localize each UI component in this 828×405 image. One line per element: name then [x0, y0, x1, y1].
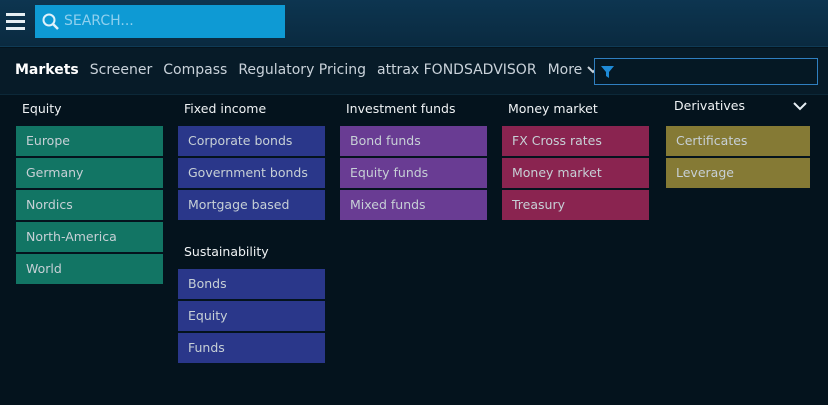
menu-tile[interactable]: Mixed funds	[340, 190, 487, 220]
nav-item[interactable]: Regulatory Pricing	[238, 62, 366, 78]
group-title: Money market	[508, 101, 598, 116]
group-title: Sustainability	[184, 244, 269, 259]
filter-icon	[601, 66, 614, 78]
menu-tile[interactable]: Bond funds	[340, 126, 487, 156]
nav-bar: Markets Screener Compass Regulatory Pricing…	[0, 48, 828, 95]
collapse-chevron[interactable]	[793, 101, 807, 111]
nav-list: Markets Screener Compass Regulatory Pricing…	[15, 62, 599, 78]
nav-item[interactable]: attrax FONDSADVISOR	[377, 62, 537, 78]
menu-tile[interactable]: Bonds	[178, 269, 325, 299]
menu-tile[interactable]: Nordics	[16, 190, 163, 220]
group-title: Investment funds	[346, 101, 456, 116]
nav-more[interactable]: More	[548, 62, 600, 78]
search-icon	[42, 13, 59, 30]
menu-tile[interactable]: Treasury	[502, 190, 649, 220]
search-box[interactable]: SEARCH...	[35, 5, 285, 38]
group-title: Equity	[22, 101, 62, 116]
group-title: Derivatives	[674, 98, 745, 113]
menu-tile[interactable]: Mortgage based	[178, 190, 325, 220]
menu-tile[interactable]: Europe	[16, 126, 163, 156]
menu-tile[interactable]: Equity funds	[340, 158, 487, 188]
menu-tile[interactable]: Money market	[502, 158, 649, 188]
menu-tile[interactable]: Equity	[178, 301, 325, 331]
menu-tile[interactable]: World	[16, 254, 163, 284]
menu-icon[interactable]	[6, 12, 28, 32]
menu-tile[interactable]: Funds	[178, 333, 325, 363]
menu-tile[interactable]: Germany	[16, 158, 163, 188]
menu-tile[interactable]: Corporate bonds	[178, 126, 325, 156]
menu-tile[interactable]: Government bonds	[178, 158, 325, 188]
nav-item[interactable]: Screener	[89, 62, 153, 78]
nav-more-label: More	[547, 62, 583, 78]
search-placeholder: SEARCH...	[64, 13, 134, 29]
menu-tile[interactable]: Leverage	[666, 158, 810, 188]
menu-tile[interactable]: FX Cross rates	[502, 126, 649, 156]
group-title: Fixed income	[184, 101, 267, 116]
nav-item[interactable]: Compass	[163, 62, 228, 78]
filter-input[interactable]	[594, 58, 818, 85]
menu-tile[interactable]: North-America	[16, 222, 163, 252]
menu-tile[interactable]: Certificates	[666, 126, 810, 156]
top-bar: SEARCH...	[0, 0, 828, 47]
nav-item[interactable]: Markets	[15, 62, 79, 78]
